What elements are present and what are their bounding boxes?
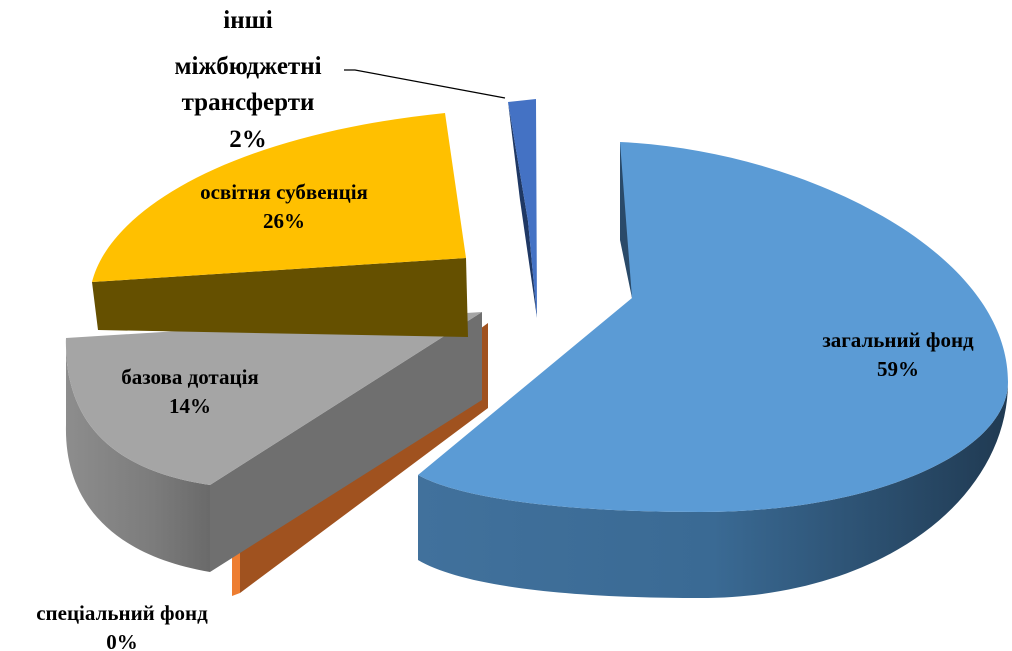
slice-general-top [418, 142, 1008, 512]
leader-line-other-transfers [344, 69, 506, 99]
slice-label-other-line1: інші [223, 7, 272, 34]
slice-label-special-fund: спеціальний фонд [36, 601, 208, 625]
slice-label-base-grant: базова дотація [121, 365, 259, 389]
pie-slice-other-transfers: інші міжбюджетні трансферти 2% [174, 7, 537, 318]
slice-label-other-line3: трансферти [182, 89, 315, 116]
pie-slice-education-subvention: освітня субвенція 26% [92, 113, 468, 337]
slice-education-top [92, 113, 466, 282]
slice-education-side [92, 258, 468, 337]
slice-value-education-subvention: 26% [263, 209, 305, 233]
slice-value-base-grant: 14% [169, 394, 211, 418]
slice-value-special-fund: 0% [106, 630, 138, 651]
slice-label-education-subvention: освітня субвенція [200, 180, 368, 204]
slice-value-general-fund: 59% [877, 357, 919, 381]
slice-base-top [65, 312, 482, 485]
slice-label-general-fund: загальний фонд [822, 328, 974, 352]
slice-label-other-line2: міжбюджетні [174, 53, 321, 80]
pie-slice-general-fund: загальний фонд 59% [418, 142, 1008, 598]
pie-slice-base-grant: базова дотація 14% [65, 312, 482, 572]
slice-base-side [65, 338, 210, 572]
slice-other-side [508, 102, 537, 318]
slice-other-top [508, 99, 537, 318]
slice-value-other-transfers: 2% [229, 126, 267, 153]
slice-base-cut-face [210, 312, 482, 572]
slice-general-side [418, 382, 1008, 598]
